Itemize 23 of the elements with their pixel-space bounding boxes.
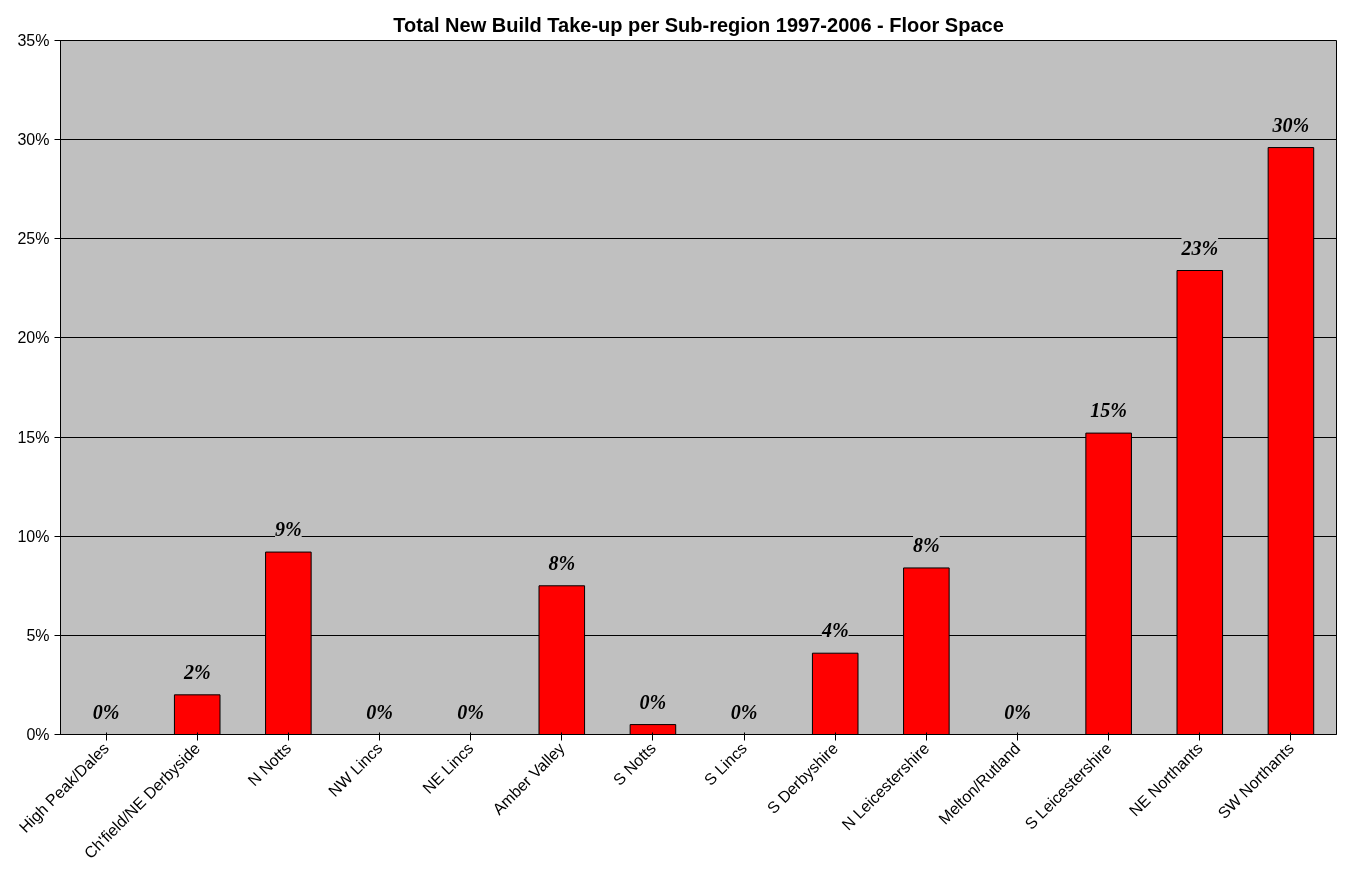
y-tick-label: 15% <box>17 428 50 446</box>
data-label: 0% <box>457 700 484 723</box>
data-label: 23% <box>1180 236 1219 259</box>
data-label: 0% <box>366 700 393 723</box>
y-tick-label: 30% <box>17 131 50 149</box>
data-label: 0% <box>1004 700 1031 723</box>
y-tick-label: 0% <box>26 726 50 743</box>
y-tick-label: 35% <box>17 32 50 49</box>
data-label: 30% <box>1271 113 1310 136</box>
chart-title: Total New Build Take-up per Sub-region 1997-2006 - Floor Space <box>393 13 1004 36</box>
y-tick-label: 20% <box>17 329 50 347</box>
data-label: 4% <box>820 619 849 642</box>
data-label: 8% <box>913 533 940 556</box>
y-tick-label: 10% <box>17 527 50 545</box>
data-label: 9% <box>275 518 302 541</box>
y-tick-label: 5% <box>26 626 50 644</box>
data-label: 15% <box>1090 399 1127 422</box>
data-label: 8% <box>548 551 576 574</box>
y-tick-label: 25% <box>17 230 50 248</box>
data-label: 0% <box>92 700 120 723</box>
data-label: 0% <box>639 690 667 713</box>
data-label: 2% <box>182 660 211 683</box>
data-label: 0% <box>730 700 758 723</box>
